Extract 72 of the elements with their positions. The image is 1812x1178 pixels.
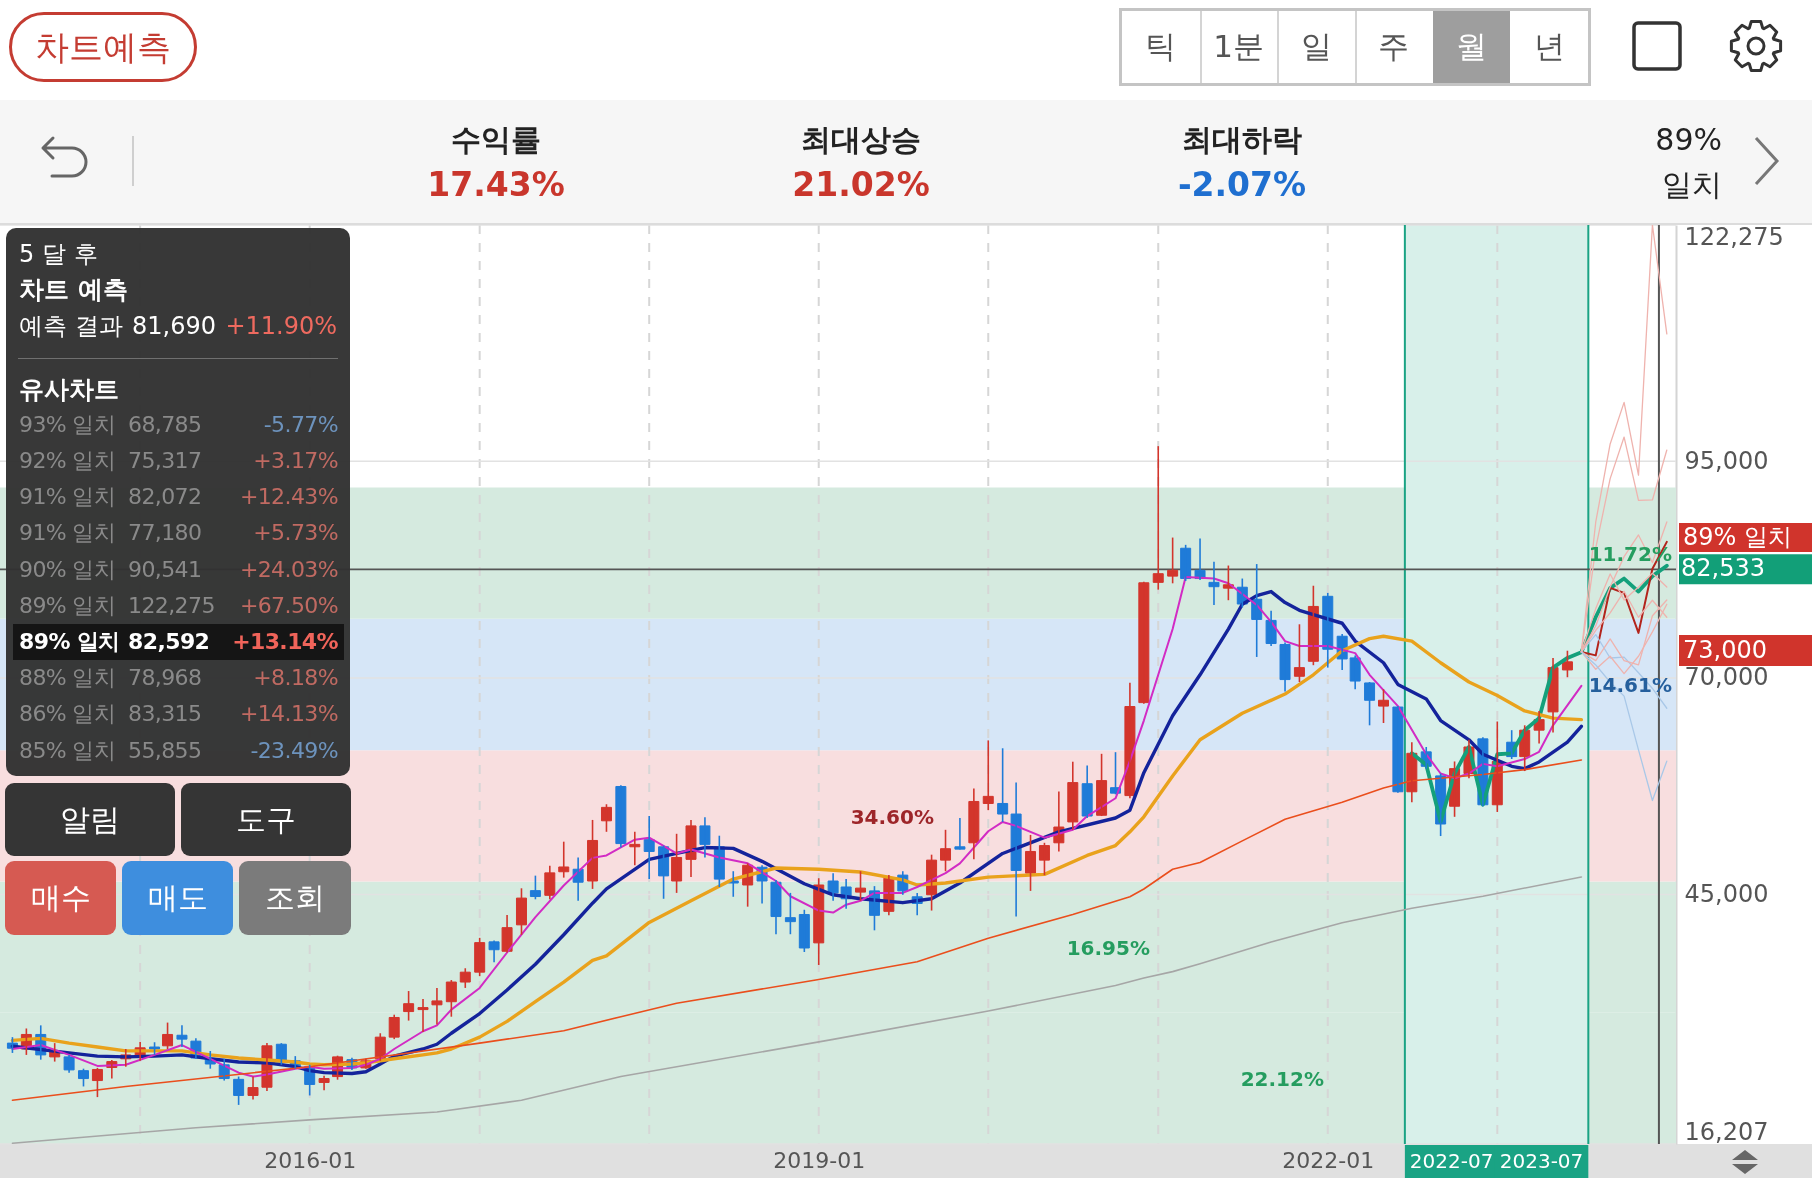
y-tick-label: 16,207 bbox=[1684, 1117, 1769, 1146]
annotation: 91% 일치 bbox=[19, 520, 116, 547]
ref-line-label: 82,533 bbox=[1681, 554, 1765, 583]
y-tick-label: 95,000 bbox=[1684, 446, 1769, 475]
band-label: 16.95% bbox=[1066, 936, 1150, 961]
legend-label: 2023-07 bbox=[1499, 1149, 1584, 1173]
text: 일치 bbox=[1662, 167, 1722, 203]
text: 17.43% bbox=[427, 165, 565, 205]
annotation: 93% 일치 bbox=[19, 411, 116, 439]
text: 최대하락 bbox=[1182, 122, 1302, 158]
annotation: +13.14% bbox=[232, 629, 338, 656]
annotation: 매도 bbox=[147, 880, 208, 916]
band-label: 22.12% bbox=[1240, 1067, 1324, 1092]
text: 21.02% bbox=[792, 165, 930, 205]
annotation: 5 달 후 bbox=[19, 239, 98, 269]
y-tick-label: 45,000 bbox=[1684, 880, 1769, 909]
annotation: 유사차트 bbox=[19, 375, 119, 405]
annotation: 도구 bbox=[236, 801, 296, 838]
annotation: 90% 일치 bbox=[19, 556, 116, 583]
text: 차트예측 bbox=[35, 26, 171, 68]
annotation: 90,541 bbox=[128, 556, 202, 583]
annotation: 89% 일치 bbox=[19, 592, 116, 620]
text: 89% 일치 bbox=[1683, 523, 1792, 552]
annotation: 알림 bbox=[60, 801, 120, 838]
text: 최대상승 bbox=[801, 122, 921, 158]
annotation: 88% 일치 bbox=[19, 665, 116, 692]
text: -2.07% bbox=[1177, 165, 1307, 205]
annotation: 55,855 bbox=[128, 737, 202, 764]
ref-line-label: 2022-07 bbox=[1409, 1149, 1494, 1173]
annotation: 82,072 bbox=[128, 484, 202, 511]
annotation: 83,315 bbox=[128, 701, 202, 728]
text: 89% bbox=[1655, 122, 1722, 158]
annotation: 81,690 bbox=[132, 311, 216, 341]
annotation: +5.73% bbox=[253, 520, 338, 547]
y-tick-label: 70,000 bbox=[1684, 663, 1769, 692]
annotation: +8.18% bbox=[253, 665, 338, 692]
annotation: 매수 bbox=[30, 880, 91, 916]
annotation: 75,317 bbox=[128, 448, 202, 475]
annotation: 조회 bbox=[265, 880, 325, 916]
annotation: +12.43% bbox=[239, 484, 338, 511]
annotation: +67.50% bbox=[239, 592, 338, 620]
text: 년 bbox=[1533, 28, 1565, 66]
x-tick-label: 2022-01 bbox=[1282, 1147, 1375, 1173]
x-tick-label: 2016-01 bbox=[264, 1147, 357, 1173]
text: 73,000 bbox=[1683, 636, 1767, 665]
annotation: 85% 일치 bbox=[19, 737, 116, 764]
band-label: 34.60% bbox=[850, 804, 934, 829]
text: 수익률 bbox=[451, 122, 541, 158]
annotation: 91% 일치 bbox=[19, 484, 116, 511]
annotation: +14.13% bbox=[239, 701, 338, 728]
text: 주 bbox=[1378, 28, 1410, 66]
annotation: +11.90% bbox=[225, 311, 337, 341]
annotation: 86% 일치 bbox=[19, 701, 116, 728]
annotation: +24.03% bbox=[239, 556, 338, 583]
annotation: -23.49% bbox=[250, 737, 338, 764]
y-tick-label: 122,275 bbox=[1684, 222, 1784, 251]
annotation: 89% 일치 bbox=[19, 629, 120, 656]
annotation: 차트 예측 bbox=[19, 275, 128, 305]
annotation: +3.17% bbox=[253, 448, 338, 475]
annotation: 예측 결과 bbox=[19, 311, 123, 341]
annotation: 68,785 bbox=[128, 411, 202, 439]
annotation: 78,968 bbox=[128, 665, 202, 692]
x-tick-label: 2019-01 bbox=[773, 1147, 866, 1173]
text: 일 bbox=[1300, 28, 1332, 66]
annotation: 82,592 bbox=[128, 629, 210, 656]
annotation: 92% 일치 bbox=[19, 448, 116, 475]
text: 월 bbox=[1456, 28, 1487, 66]
annotation: 122,275 bbox=[128, 592, 215, 620]
text: 1분 bbox=[1213, 28, 1264, 66]
annotation: -5.77% bbox=[263, 411, 338, 439]
annotation: 77,180 bbox=[128, 520, 202, 547]
text: 틱 bbox=[1145, 28, 1177, 66]
